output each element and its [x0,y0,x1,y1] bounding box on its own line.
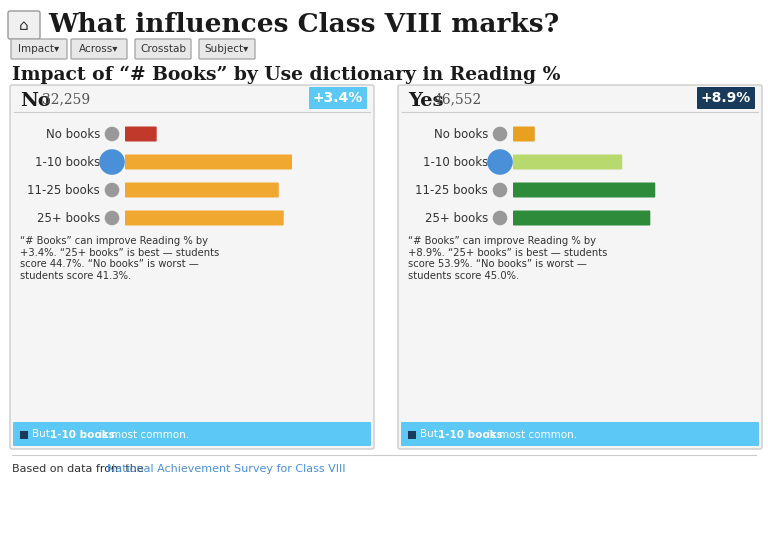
Text: +8.9%: +8.9% [701,91,751,105]
Text: Yes: Yes [408,92,443,110]
FancyBboxPatch shape [513,183,655,198]
Text: But,: But, [32,430,57,439]
FancyBboxPatch shape [10,85,374,449]
Text: No books: No books [45,127,100,141]
Text: 11-25 books: 11-25 books [27,184,100,197]
Text: 1-10 books: 1-10 books [422,156,488,169]
Text: But,: But, [420,430,445,439]
Text: 46,552: 46,552 [434,92,482,106]
Circle shape [493,127,507,141]
Text: 25+ books: 25+ books [37,212,100,224]
Text: is most common.: is most common. [484,430,577,439]
FancyBboxPatch shape [513,155,622,170]
Text: Impact of “# Books” by Use dictionary in Reading %: Impact of “# Books” by Use dictionary in… [12,66,561,84]
FancyBboxPatch shape [125,155,292,170]
Text: is most common.: is most common. [96,430,189,439]
Circle shape [100,150,124,174]
Circle shape [493,184,507,197]
Circle shape [105,127,118,141]
Text: Based on data from the: Based on data from the [12,464,147,474]
Text: What influences Class VIII marks?: What influences Class VIII marks? [48,11,559,37]
FancyBboxPatch shape [513,127,535,142]
Text: “# Books” can improve Reading % by
+3.4%. “25+ books” is best — students
score 4: “# Books” can improve Reading % by +3.4%… [20,236,219,281]
Circle shape [488,150,512,174]
FancyBboxPatch shape [125,183,279,198]
FancyBboxPatch shape [135,39,191,59]
FancyBboxPatch shape [398,85,762,449]
FancyBboxPatch shape [513,211,650,226]
Text: 1-10 books: 1-10 books [50,430,114,439]
Text: 11-25 books: 11-25 books [415,184,488,197]
FancyBboxPatch shape [8,11,40,39]
Circle shape [105,184,118,197]
Text: 1-10 books: 1-10 books [35,156,100,169]
Text: No books: No books [434,127,488,141]
Text: ⌂: ⌂ [19,18,29,33]
FancyBboxPatch shape [20,431,28,439]
Text: +3.4%: +3.4% [313,91,363,105]
FancyBboxPatch shape [11,39,67,59]
Text: 25+ books: 25+ books [425,212,488,224]
Text: 32,259: 32,259 [42,92,90,106]
Text: 1-10 books: 1-10 books [438,430,503,439]
Text: “# Books” can improve Reading % by
+8.9%. “25+ books” is best — students
score 5: “# Books” can improve Reading % by +8.9%… [408,236,607,281]
Circle shape [493,212,507,224]
Text: National Achievement Survey for Class VIII: National Achievement Survey for Class VI… [107,464,346,474]
FancyBboxPatch shape [697,87,755,109]
FancyBboxPatch shape [13,422,371,446]
FancyBboxPatch shape [199,39,255,59]
FancyBboxPatch shape [408,431,416,439]
FancyBboxPatch shape [125,211,283,226]
Text: Crosstab: Crosstab [140,44,186,54]
FancyBboxPatch shape [125,127,157,142]
FancyBboxPatch shape [401,422,759,446]
FancyBboxPatch shape [71,39,127,59]
Text: Impact▾: Impact▾ [18,44,60,54]
Text: No: No [20,92,51,110]
Text: Subject▾: Subject▾ [205,44,249,54]
Circle shape [105,212,118,224]
Text: Across▾: Across▾ [79,44,119,54]
FancyBboxPatch shape [309,87,367,109]
